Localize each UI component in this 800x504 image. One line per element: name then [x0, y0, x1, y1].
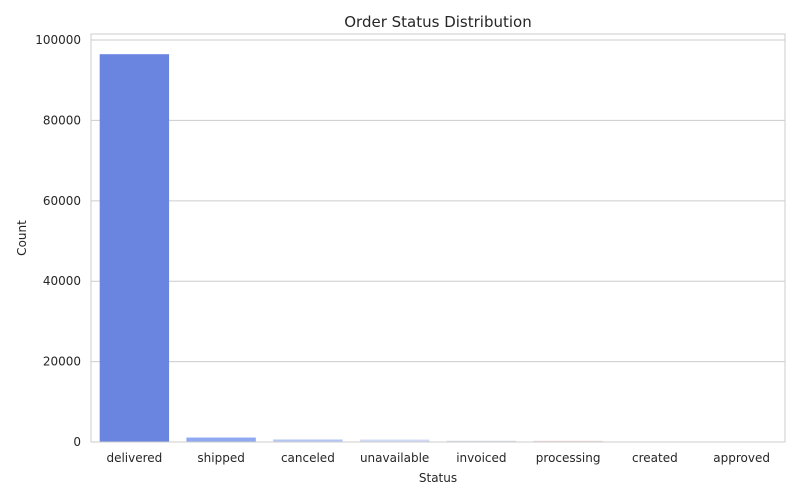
x-tick-label: created: [632, 451, 678, 465]
x-tick-label: processing: [536, 451, 601, 465]
x-tick-label: invoiced: [456, 451, 506, 465]
y-tick-label: 40000: [43, 274, 81, 288]
y-axis-title: Count: [15, 220, 29, 256]
y-tick-label: 0: [73, 435, 81, 449]
x-tick-label: unavailable: [360, 451, 429, 465]
x-tick-label: approved: [713, 451, 770, 465]
x-axis-title: Status: [419, 471, 457, 485]
x-tick-label: shipped: [197, 451, 244, 465]
y-tick-label: 60000: [43, 194, 81, 208]
y-axis-ticks: 0 20000 40000 60000 80000 100000: [35, 33, 81, 449]
x-tick-label: delivered: [106, 451, 162, 465]
x-tick-label: canceled: [281, 451, 335, 465]
x-axis-ticks: delivered shipped canceled unavailable invoi…: [106, 451, 770, 465]
plot-frame: [91, 34, 785, 442]
bars: [100, 54, 777, 442]
y-tick-label: 20000: [43, 355, 81, 369]
chart-title: Order Status Distribution: [344, 13, 531, 31]
bar-shipped: [186, 438, 255, 442]
y-tick-label: 80000: [43, 113, 81, 127]
gridlines: [91, 40, 785, 442]
y-tick-label: 100000: [35, 33, 81, 47]
bar-delivered: [100, 54, 169, 442]
